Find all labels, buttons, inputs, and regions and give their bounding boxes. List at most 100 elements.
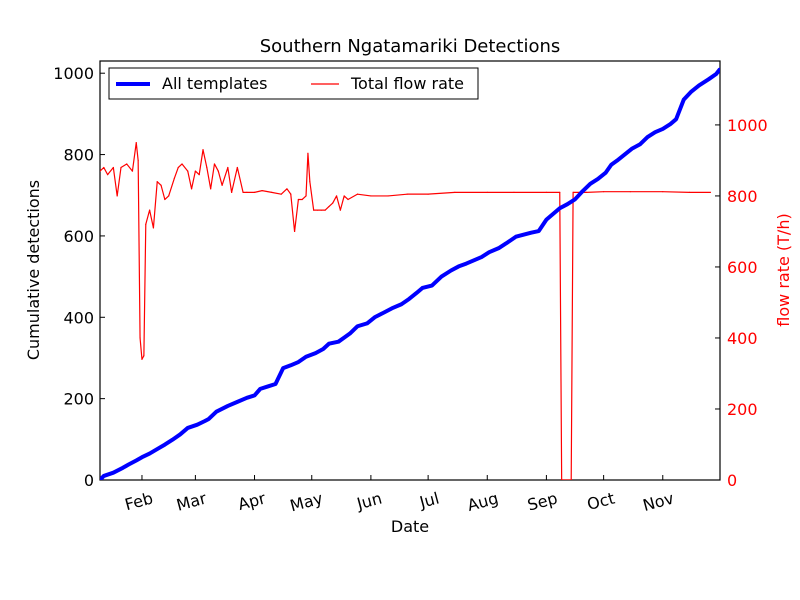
- data-point-total-flow-rate: [572, 191, 574, 193]
- data-point-all-templates: [163, 443, 167, 447]
- data-point-all-templates: [464, 261, 468, 266]
- right-tick-label: 400: [727, 329, 758, 348]
- data-point-all-templates: [226, 404, 230, 408]
- right-tick-label: 0: [727, 471, 737, 490]
- data-point-total-flow-rate: [561, 479, 563, 480]
- data-point-total-flow-rate: [160, 184, 162, 186]
- data-point-all-templates: [296, 360, 300, 364]
- data-point-all-templates: [111, 471, 115, 475]
- data-point-all-templates: [615, 159, 619, 163]
- data-point-all-templates: [514, 235, 518, 239]
- right-tick-label: 200: [727, 400, 758, 419]
- data-point-total-flow-rate: [236, 166, 238, 169]
- left-tick-label: 600: [63, 227, 94, 246]
- x-tick-label: Jul: [417, 489, 442, 513]
- data-point-total-flow-rate: [486, 191, 488, 193]
- data-point-all-templates: [348, 331, 352, 336]
- left-tick-label: 800: [63, 146, 94, 165]
- data-point-total-flow-rate: [168, 195, 170, 197]
- data-point-all-templates: [603, 171, 608, 175]
- data-point-total-flow-rate: [347, 198, 349, 201]
- data-point-all-templates: [439, 275, 444, 279]
- data-point-all-templates: [355, 324, 360, 328]
- data-point-total-flow-rate: [585, 191, 588, 193]
- data-point-total-flow-rate: [149, 209, 151, 211]
- data-point-total-flow-rate: [290, 193, 292, 195]
- data-point-all-templates: [558, 206, 562, 210]
- data-point-all-templates: [245, 396, 249, 400]
- data-point-total-flow-rate: [213, 163, 216, 165]
- data-point-total-flow-rate: [120, 166, 122, 169]
- data-point-all-templates: [382, 310, 386, 314]
- data-point-total-flow-rate: [116, 195, 118, 197]
- data-point-all-templates: [195, 423, 199, 427]
- data-point-total-flow-rate: [131, 170, 134, 172]
- data-point-total-flow-rate: [242, 191, 244, 193]
- left-tick-label: 1000: [53, 64, 94, 83]
- data-point-all-templates: [668, 122, 673, 126]
- data-point-total-flow-rate: [570, 479, 572, 480]
- data-point-total-flow-rate: [662, 191, 664, 193]
- data-point-total-flow-rate: [370, 195, 372, 197]
- data-point-all-templates: [304, 355, 308, 359]
- data-point-all-templates: [472, 258, 476, 262]
- data-point-total-flow-rate: [343, 195, 345, 197]
- data-point-total-flow-rate: [206, 166, 208, 169]
- data-point-all-templates: [504, 241, 508, 245]
- data-point-total-flow-rate: [137, 159, 139, 162]
- data-point-all-templates: [313, 351, 318, 355]
- data-point-total-flow-rate: [112, 166, 114, 169]
- x-axis-label: Date: [391, 517, 429, 536]
- data-point-all-templates: [653, 130, 657, 134]
- data-point-total-flow-rate: [356, 193, 359, 195]
- data-point-all-templates: [203, 419, 207, 423]
- data-point-total-flow-rate: [406, 193, 408, 195]
- data-point-all-templates: [420, 286, 424, 290]
- data-point-total-flow-rate: [187, 170, 189, 172]
- left-axis-label: Cumulative detections: [24, 180, 43, 360]
- data-point-total-flow-rate: [141, 358, 143, 360]
- data-point-all-templates: [252, 393, 257, 397]
- data-point-total-flow-rate: [305, 195, 307, 197]
- data-point-all-templates: [170, 438, 175, 442]
- data-point-total-flow-rate: [513, 191, 515, 193]
- data-point-all-templates: [457, 264, 461, 269]
- data-point-all-templates: [373, 315, 377, 319]
- data-point-total-flow-rate: [629, 191, 631, 193]
- data-point-total-flow-rate: [202, 149, 204, 151]
- data-point-all-templates: [148, 451, 152, 456]
- data-point-all-templates: [596, 177, 600, 181]
- data-point-all-templates: [430, 283, 434, 288]
- right-tick-label: 600: [727, 258, 758, 277]
- data-point-all-templates: [365, 321, 369, 325]
- data-point-all-templates: [342, 336, 346, 340]
- data-point-all-templates: [281, 366, 285, 370]
- data-point-all-templates: [178, 432, 182, 437]
- series-layer: [100, 67, 720, 480]
- legend: All templates Total flow rate: [108, 67, 479, 100]
- data-point-total-flow-rate: [152, 227, 155, 229]
- legend-label-total-flow-rate: Total flow rate: [350, 74, 464, 93]
- data-point-all-templates: [134, 458, 138, 463]
- data-point-total-flow-rate: [454, 191, 456, 193]
- data-point-total-flow-rate: [177, 166, 179, 169]
- data-point-all-templates: [565, 202, 569, 206]
- data-point-all-templates: [674, 117, 678, 121]
- data-point-all-templates: [100, 478, 102, 480]
- data-point-all-templates: [682, 98, 686, 102]
- data-point-all-templates: [273, 382, 278, 386]
- data-point-total-flow-rate: [387, 195, 389, 197]
- data-point-total-flow-rate: [603, 191, 605, 193]
- data-point-total-flow-rate: [427, 193, 429, 195]
- data-point-all-templates: [336, 340, 341, 344]
- data-point-all-templates: [487, 250, 491, 254]
- data-point-total-flow-rate: [210, 188, 212, 190]
- data-point-total-flow-rate: [107, 174, 109, 176]
- data-point-total-flow-rate: [231, 191, 233, 193]
- data-point-total-flow-rate: [301, 198, 303, 201]
- data-point-total-flow-rate: [324, 209, 326, 211]
- data-point-total-flow-rate: [335, 195, 338, 197]
- data-point-all-templates: [220, 407, 224, 411]
